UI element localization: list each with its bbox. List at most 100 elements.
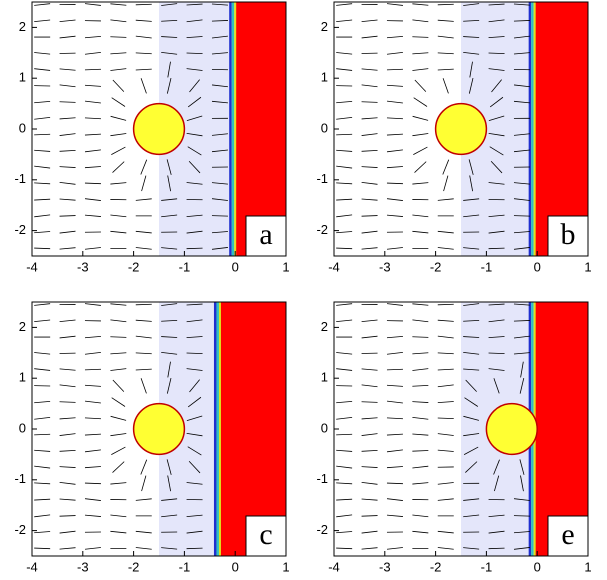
y-tick-label: 2 xyxy=(321,319,328,334)
y-tick-label: -1 xyxy=(316,171,328,186)
direction-dash xyxy=(513,352,530,355)
direction-dash xyxy=(211,35,228,39)
direction-dash xyxy=(336,482,353,485)
direction-dash xyxy=(361,198,378,201)
direction-dash xyxy=(463,514,480,518)
direction-dash xyxy=(84,247,101,250)
direction-dash xyxy=(84,117,101,120)
direction-dash xyxy=(59,417,76,420)
direction-dash xyxy=(413,146,428,155)
direction-dash xyxy=(513,515,530,517)
direction-dash xyxy=(34,352,51,355)
direction-dash xyxy=(211,149,228,153)
direction-dash xyxy=(186,530,203,534)
direction-dash xyxy=(336,198,353,201)
direction-dash xyxy=(211,3,228,6)
direction-dash xyxy=(186,68,203,71)
direction-dash xyxy=(34,303,51,306)
direction-dash xyxy=(412,433,429,436)
direction-dash xyxy=(34,100,51,104)
front-band xyxy=(213,302,217,556)
y-tick-label: -1 xyxy=(14,471,26,486)
direction-dash xyxy=(437,530,454,534)
direction-dash xyxy=(186,336,203,339)
front-band xyxy=(229,2,232,256)
direction-dash xyxy=(386,117,403,120)
direction-dash xyxy=(463,415,479,421)
direction-dash xyxy=(386,35,403,39)
direction-dash xyxy=(361,466,378,468)
direction-dash xyxy=(361,19,378,22)
direction-dash xyxy=(437,68,454,71)
direction-dash xyxy=(59,35,76,39)
direction-dash xyxy=(84,466,101,469)
direction-dash xyxy=(187,96,202,108)
direction-dash xyxy=(84,514,101,517)
direction-dash xyxy=(34,19,51,23)
direction-dash xyxy=(34,149,51,152)
direction-dash xyxy=(110,182,127,185)
panel-label: e xyxy=(561,518,574,551)
direction-dash xyxy=(386,133,403,136)
direction-dash xyxy=(186,247,203,250)
direction-dash xyxy=(34,319,51,323)
direction-dash xyxy=(110,19,127,23)
y-tick-label: 0 xyxy=(321,420,328,435)
direction-dash xyxy=(84,133,101,136)
direction-dash xyxy=(112,461,125,473)
direction-dash xyxy=(187,446,202,456)
direction-dash xyxy=(463,214,480,218)
direction-dash xyxy=(463,351,480,355)
direction-dash xyxy=(110,319,127,323)
direction-dash xyxy=(135,35,152,39)
direction-dash xyxy=(34,3,51,6)
direction-dash xyxy=(488,36,505,39)
direction-dash xyxy=(386,498,403,501)
direction-dash xyxy=(34,465,51,469)
y-tick-label: 1 xyxy=(321,370,328,385)
direction-dash xyxy=(361,215,378,217)
direction-dash xyxy=(488,230,505,234)
direction-dash xyxy=(135,530,152,534)
particle xyxy=(434,102,488,156)
direction-dash xyxy=(59,384,76,388)
direction-dash xyxy=(336,247,353,250)
direction-dash xyxy=(84,417,101,420)
direction-dash xyxy=(386,368,403,371)
direction-dash xyxy=(135,247,152,250)
y-tick-label: -1 xyxy=(14,171,26,186)
direction-dash xyxy=(463,303,480,306)
y-tick-label: -2 xyxy=(14,522,26,537)
direction-dash xyxy=(59,466,76,468)
direction-dash xyxy=(84,149,101,153)
direction-dash xyxy=(186,132,203,137)
direction-dash xyxy=(412,384,429,387)
direction-dash xyxy=(161,19,178,22)
direction-dash xyxy=(59,433,76,436)
direction-dash xyxy=(437,368,454,371)
direction-dash xyxy=(361,117,378,120)
direction-dash xyxy=(34,198,51,201)
direction-dash xyxy=(513,84,530,88)
direction-dash xyxy=(336,547,353,550)
direction-dash xyxy=(437,433,454,436)
direction-dash xyxy=(488,132,505,137)
direction-dash xyxy=(186,415,203,422)
direction-dash xyxy=(513,531,530,534)
direction-dash xyxy=(513,149,530,153)
x-tick-label: 1 xyxy=(584,559,591,574)
direction-dash xyxy=(437,401,454,404)
direction-dash xyxy=(437,52,454,55)
direction-dash xyxy=(513,20,530,22)
direction-dash xyxy=(59,247,76,250)
front-band xyxy=(234,2,237,256)
direction-dash xyxy=(414,79,427,92)
front-band xyxy=(528,2,532,256)
direction-dash xyxy=(513,133,530,136)
direction-dash xyxy=(493,459,500,475)
direction-dash xyxy=(513,3,530,6)
direction-dash xyxy=(161,303,178,306)
direction-dash xyxy=(135,52,152,55)
direction-dash xyxy=(135,230,152,234)
direction-dash xyxy=(488,530,505,534)
